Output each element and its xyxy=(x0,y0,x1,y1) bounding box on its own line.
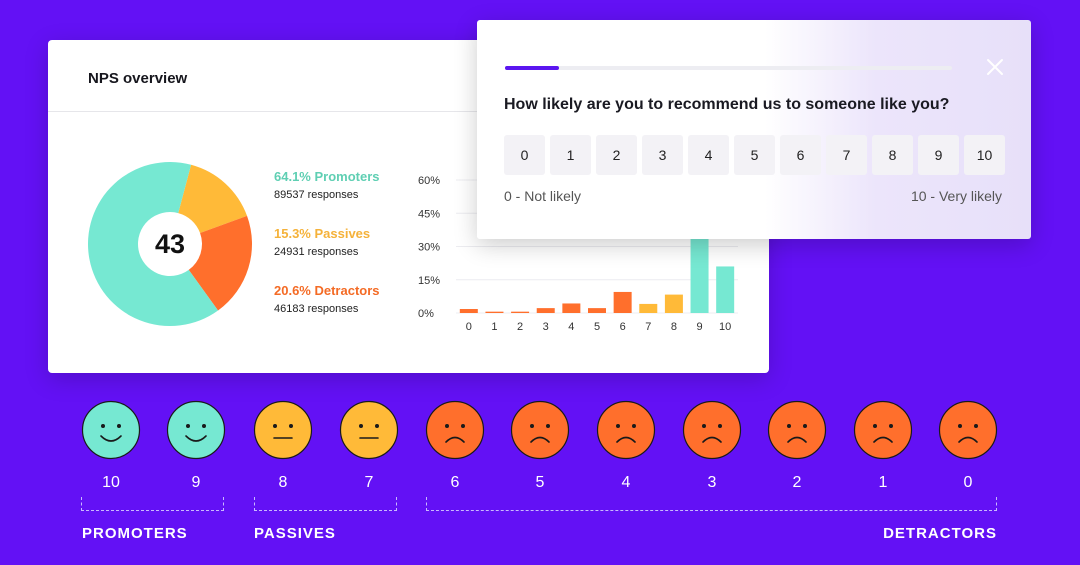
legend-item-promoters: 64.1% Promoters 89537 responses xyxy=(274,168,380,203)
donut-slice-passives xyxy=(178,164,248,234)
face-score-label: 5 xyxy=(535,474,545,491)
x-tick-label: 2 xyxy=(517,321,523,333)
face-score-label: 4 xyxy=(621,474,631,491)
x-tick-label: 6 xyxy=(620,321,626,333)
bar-3 xyxy=(536,308,555,313)
rating-button-1[interactable]: 1 xyxy=(550,135,591,175)
legend-responses: 24931 responses xyxy=(274,246,359,258)
face-score-label: 8 xyxy=(278,474,288,491)
sad-face-icon xyxy=(510,400,570,460)
sad-face-icon xyxy=(596,400,656,460)
legend-responses: 46183 responses xyxy=(274,303,359,315)
legend-responses: 89537 responses xyxy=(274,189,359,201)
rating-button-5[interactable]: 5 xyxy=(734,135,775,175)
passives-bracket xyxy=(254,497,397,511)
rating-button-7[interactable]: 7 xyxy=(826,135,867,175)
promoters-label: PROMOTERS xyxy=(82,525,188,542)
survey-progress-bar xyxy=(505,66,952,70)
donut-svg xyxy=(88,162,252,326)
rating-button-9[interactable]: 9 xyxy=(918,135,959,175)
face-score-label: 9 xyxy=(191,474,201,491)
nps-survey-popup: How likely are you to recommend us to so… xyxy=(477,20,1031,239)
neutral-face-icon xyxy=(253,400,313,460)
legend-label: 64.1% Promoters xyxy=(274,169,380,184)
face-score-label: 3 xyxy=(707,474,717,491)
face-score-label: 7 xyxy=(364,474,374,491)
sad-face-icon xyxy=(853,400,913,460)
promoters-bracket xyxy=(81,497,224,511)
legend-item-passives: 15.3% Passives 24931 responses xyxy=(274,225,380,260)
x-tick-label: 3 xyxy=(543,321,549,333)
happy-face-icon xyxy=(166,400,226,460)
x-tick-label: 4 xyxy=(568,321,574,333)
bar-8 xyxy=(664,294,683,313)
x-tick-label: 8 xyxy=(671,321,677,333)
detractors-label: DETRACTORS xyxy=(883,525,997,542)
nps-faces-row: PROMOTERS PASSIVES DETRACTORS 10 9 8 7 6 5 4 3 2… xyxy=(0,400,1080,560)
rating-button-3[interactable]: 3 xyxy=(642,135,683,175)
rating-button-6[interactable]: 6 xyxy=(780,135,821,175)
y-tick-label: 15% xyxy=(418,275,440,287)
donut-slice-detractors xyxy=(188,215,252,311)
sad-face-icon xyxy=(682,400,742,460)
legend-item-detractors: 20.6% Detractors 46183 responses xyxy=(274,282,380,317)
close-icon xyxy=(987,59,1003,75)
bar-2 xyxy=(511,311,530,313)
legend-label: 20.6% Detractors xyxy=(274,283,380,298)
x-tick-label: 7 xyxy=(645,321,651,333)
face-score-label: 6 xyxy=(450,474,460,491)
bar-0 xyxy=(459,309,478,313)
sad-face-icon xyxy=(767,400,827,460)
bar-5 xyxy=(588,308,606,313)
bar-4 xyxy=(562,303,581,313)
survey-progress-fill xyxy=(505,66,559,70)
passives-label: PASSIVES xyxy=(254,525,336,542)
x-tick-label: 5 xyxy=(594,321,600,333)
neutral-face-icon xyxy=(339,400,399,460)
sad-face-icon xyxy=(425,400,485,460)
sad-face-icon xyxy=(938,400,998,460)
nps-donut-chart: 43 xyxy=(88,162,252,326)
donut-slice-promoters xyxy=(88,162,219,326)
y-tick-label: 0% xyxy=(418,308,434,320)
face-score-label: 0 xyxy=(963,474,973,491)
bar-10 xyxy=(716,266,735,313)
bar-6 xyxy=(613,291,632,313)
x-tick-label: 1 xyxy=(491,321,497,333)
rating-button-4[interactable]: 4 xyxy=(688,135,729,175)
face-score-label: 1 xyxy=(878,474,888,491)
rating-scale: 0 1 2 3 4 5 6 7 8 9 10 xyxy=(504,135,1005,175)
x-tick-label: 10 xyxy=(719,321,731,333)
bar-7 xyxy=(639,303,658,313)
survey-question: How likely are you to recommend us to so… xyxy=(504,96,950,113)
y-tick-label: 30% xyxy=(418,242,440,254)
x-tick-label: 0 xyxy=(466,321,472,333)
nps-score: 43 xyxy=(154,228,186,259)
rating-button-10[interactable]: 10 xyxy=(964,135,1005,175)
nps-legend: 64.1% Promoters 89537 responses 15.3% Pa… xyxy=(274,168,380,339)
close-button[interactable] xyxy=(984,56,1006,78)
face-score-label: 2 xyxy=(792,474,802,491)
y-tick-label: 60% xyxy=(418,175,440,187)
rating-button-8[interactable]: 8 xyxy=(872,135,913,175)
y-tick-label: 45% xyxy=(418,208,440,220)
legend-label: 15.3% Passives xyxy=(274,226,371,241)
scale-hint-low: 0 - Not likely xyxy=(504,188,582,204)
rating-button-2[interactable]: 2 xyxy=(596,135,637,175)
face-score-label: 10 xyxy=(102,474,120,491)
happy-face-icon xyxy=(81,400,141,460)
detractors-bracket xyxy=(426,497,997,511)
bar-1 xyxy=(485,311,504,313)
x-tick-label: 9 xyxy=(696,321,702,333)
scale-hint-high: 10 - Very likely xyxy=(910,188,1002,204)
card-header: NPS overview xyxy=(48,40,769,112)
bar-9 xyxy=(690,233,709,313)
card-title: NPS overview xyxy=(88,70,188,87)
rating-button-0[interactable]: 0 xyxy=(504,135,545,175)
